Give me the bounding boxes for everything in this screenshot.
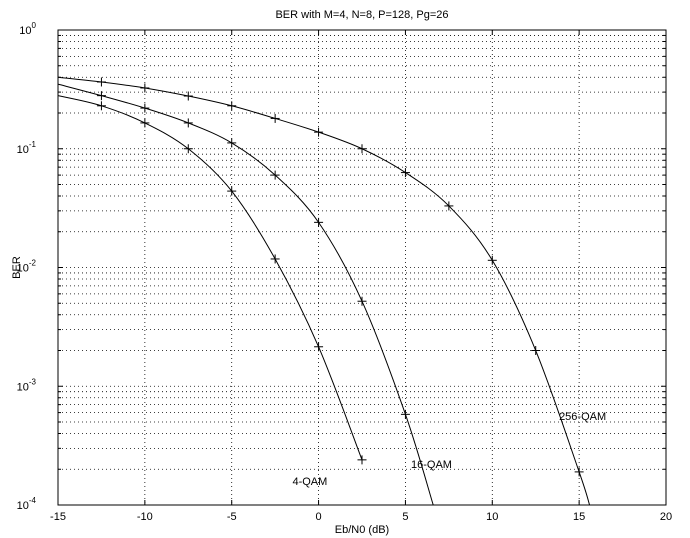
x-tick-label: 15 (573, 511, 585, 523)
chart-title: BER with M=4, N=8, P=128, Pg=26 (275, 9, 448, 21)
x-tick-label: 10 (486, 511, 498, 523)
data-point-marker (227, 138, 237, 148)
x-tick-label: -10 (137, 511, 153, 523)
data-point-marker (227, 101, 237, 111)
y-tick-label: 10-2 (17, 259, 37, 275)
series-label: 16-QAM (411, 459, 452, 471)
data-point-marker (357, 296, 367, 306)
y-axis-label: BER (11, 256, 23, 279)
data-point-marker (574, 467, 584, 477)
series-256-qam: 256-QAM (57, 76, 606, 506)
data-point-marker (357, 144, 367, 154)
y-tick-label: 10-3 (17, 377, 37, 393)
x-tick-label: 0 (316, 511, 322, 523)
data-point-marker (270, 113, 280, 123)
y-tick-label: 100 (19, 21, 36, 37)
data-point-marker (314, 342, 324, 352)
data-point-marker (531, 346, 541, 356)
grid-lines (58, 30, 666, 505)
data-point-marker (140, 103, 150, 113)
x-tick-label: 20 (660, 511, 672, 523)
series-label: 4-QAM (292, 476, 327, 488)
data-point-marker (96, 91, 106, 101)
series-4-qam: 4-QAM (57, 95, 367, 488)
data-point-marker (444, 201, 454, 211)
data-point-marker (140, 118, 150, 128)
x-tick-label: -5 (227, 511, 237, 523)
data-point-marker (96, 101, 106, 111)
data-point-marker (314, 127, 324, 137)
data-point-marker (400, 168, 410, 178)
series-label: 256-QAM (559, 411, 606, 423)
x-axis-label: Eb/N0 (dB) (335, 524, 389, 536)
x-tick-label: 5 (402, 511, 408, 523)
y-tick-label: 10-4 (17, 496, 37, 512)
x-tick-label: -15 (50, 511, 66, 523)
data-point-marker (96, 77, 106, 87)
y-tick-label: 10-1 (17, 140, 37, 156)
data-point-marker (183, 118, 193, 128)
data-point-marker (400, 409, 410, 419)
series-line (57, 76, 591, 506)
data-point-marker (270, 254, 280, 264)
data-point-marker (183, 91, 193, 101)
data-point-marker (227, 186, 237, 196)
data-point-marker (270, 170, 280, 180)
data-point-marker (140, 83, 150, 93)
data-point-marker (314, 217, 324, 227)
series-16-qam: 16-QAM (57, 83, 452, 506)
data-point-marker (183, 144, 193, 154)
data-point-marker (487, 255, 497, 265)
series-line (57, 95, 363, 461)
data-point-marker (357, 455, 367, 465)
axis-ticks: -15 -10 -5 0 5 10 15 20 100 10-1 10-2 10-3 10-4 (17, 21, 673, 523)
series-line (57, 83, 434, 506)
series-layer: 4-QAM 16-QAM 256-QAM (57, 76, 606, 506)
